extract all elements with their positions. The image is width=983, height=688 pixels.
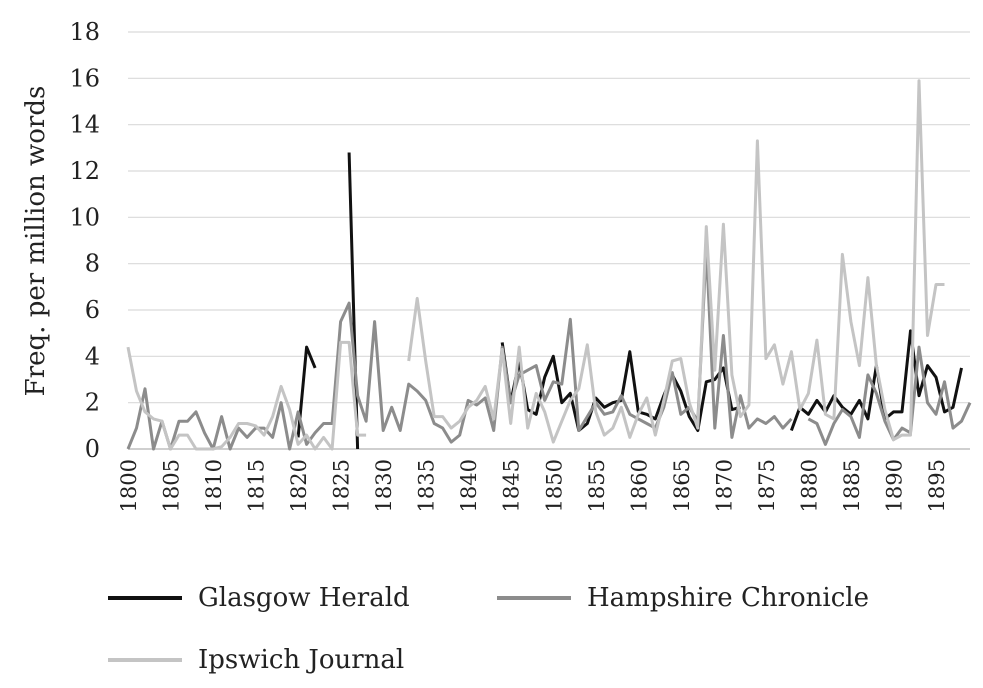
legend-item-ipswich-journal: Ipswich Journal <box>108 645 404 675</box>
y-axis-ticks: 0 2 4 6 8 10 12 14 16 18 <box>69 18 100 463</box>
x-tick-label: 1825 <box>330 459 354 512</box>
legend-item-glasgow-herald: Glasgow Herald <box>108 583 410 613</box>
x-tick-label: 1885 <box>840 459 864 512</box>
y-tick-label: 2 <box>85 389 100 417</box>
x-tick-label: 1850 <box>542 459 566 512</box>
series-line-glasgow-herald <box>296 152 963 450</box>
legend: Glasgow Herald Hampshire Chronicle Ipswi… <box>0 568 983 688</box>
series-line-ipswich-journal <box>126 79 945 451</box>
x-tick-label: 1805 <box>160 459 184 512</box>
y-tick-label: 14 <box>69 111 100 139</box>
x-tick-label: 1875 <box>755 459 779 512</box>
x-tick-label: 1830 <box>372 459 396 512</box>
y-tick-label: 10 <box>69 203 100 231</box>
legend-swatch-ipswich-journal <box>108 658 182 662</box>
x-tick-label: 1890 <box>882 459 906 512</box>
legend-label-hampshire-chronicle: Hampshire Chronicle <box>587 583 870 613</box>
y-tick-label: 0 <box>85 435 100 463</box>
y-tick-label: 4 <box>85 342 100 370</box>
x-tick-label: 1815 <box>245 459 269 512</box>
x-tick-label: 1840 <box>457 459 481 512</box>
y-axis-label: Freq. per million words <box>21 86 51 397</box>
y-tick-label: 16 <box>69 64 100 92</box>
legend-item-hampshire-chronicle: Hampshire Chronicle <box>497 583 869 613</box>
y-tick-label: 12 <box>69 157 100 185</box>
x-tick-label: 1895 <box>925 459 949 512</box>
x-tick-label: 1855 <box>585 459 609 512</box>
legend-swatch-hampshire-chronicle <box>497 596 571 600</box>
series-lines <box>126 79 972 451</box>
x-tick-label: 1865 <box>670 459 694 512</box>
y-tick-label: 18 <box>69 18 100 46</box>
legend-label-glasgow-herald: Glasgow Herald <box>198 583 410 613</box>
y-tick-label: 6 <box>85 296 100 324</box>
x-tick-label: 1845 <box>500 459 524 512</box>
x-tick-label: 1810 <box>202 459 226 512</box>
x-tick-label: 1820 <box>287 459 311 512</box>
x-tick-label: 1870 <box>712 459 736 512</box>
legend-label-ipswich-journal: Ipswich Journal <box>198 645 405 675</box>
series-line-hampshire-chronicle <box>126 246 972 451</box>
x-tick-label: 1835 <box>415 459 439 512</box>
line-chart: 0 2 4 6 8 10 12 14 16 18 1800 1805 1810 1815 1820 1825… <box>21 18 972 512</box>
x-tick-label: 1860 <box>627 459 651 512</box>
x-tick-label: 1880 <box>797 459 821 512</box>
x-tick-label: 1800 <box>117 459 141 512</box>
legend-swatch-glasgow-herald <box>108 596 182 600</box>
y-tick-label: 8 <box>85 250 100 278</box>
x-axis-ticks: 1800 1805 1810 1815 1820 1825 1830 1835 1840 1845… <box>117 459 949 512</box>
gridlines <box>128 31 970 404</box>
